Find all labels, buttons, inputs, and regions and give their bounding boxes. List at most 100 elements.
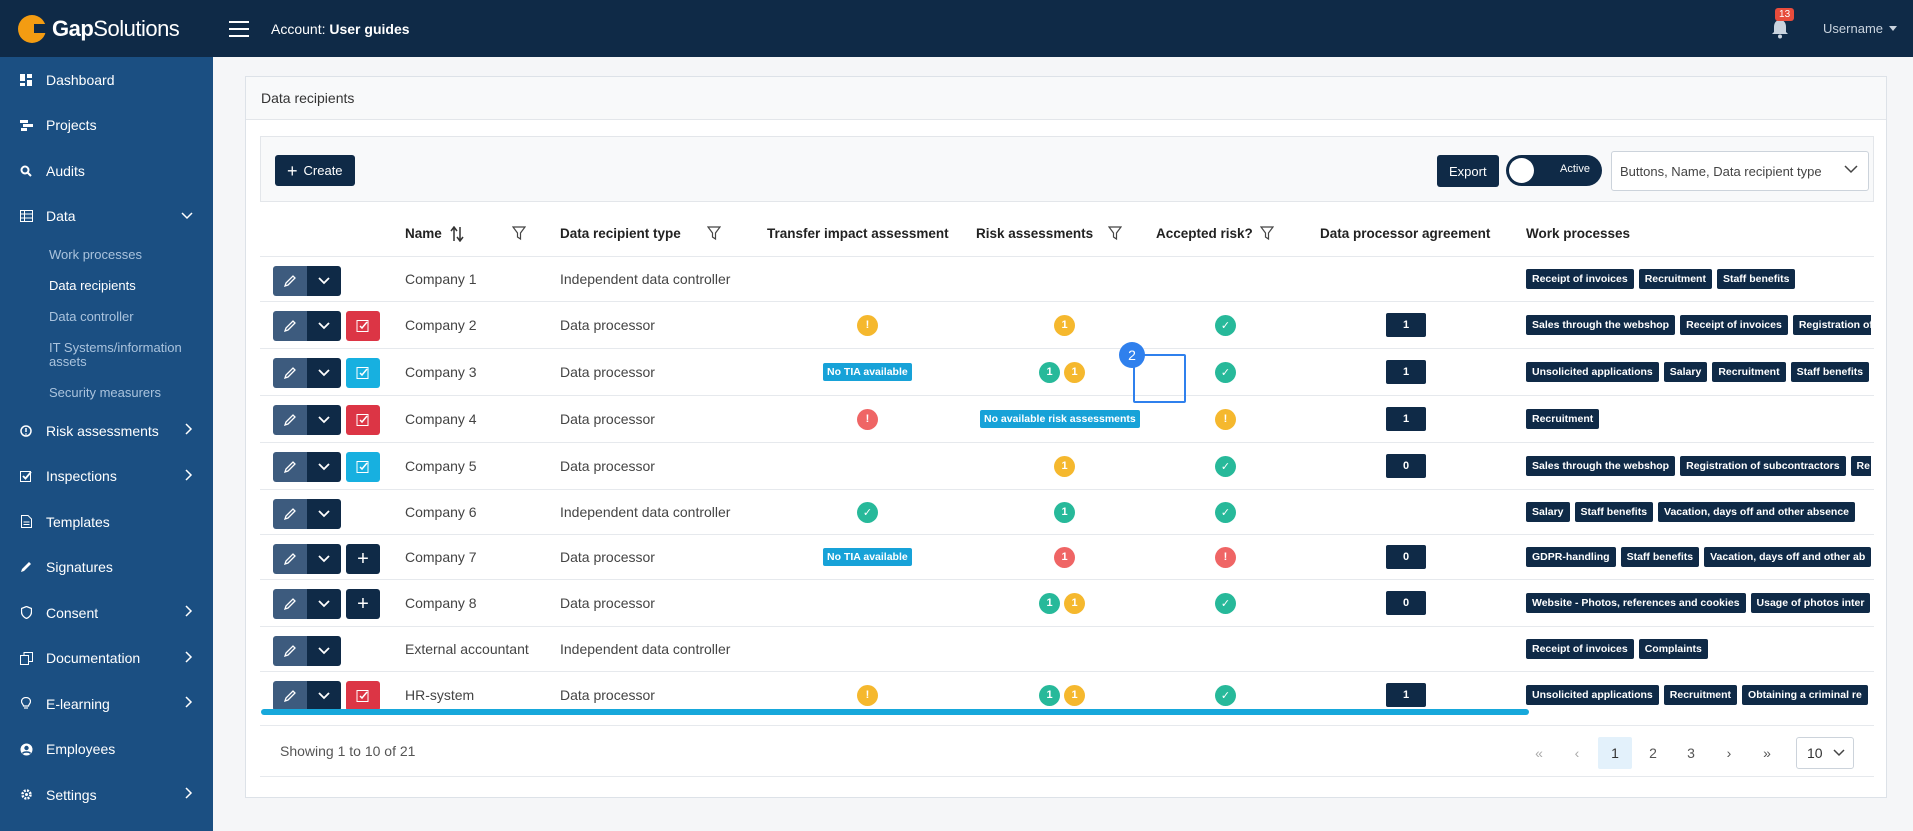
recipient-name[interactable]: Company 7 (405, 549, 477, 565)
user-menu[interactable]: Username (1823, 21, 1897, 36)
edit-button[interactable] (273, 311, 307, 341)
risk-count-badge[interactable]: 1 (1039, 361, 1060, 383)
active-toggle[interactable]: Active (1506, 155, 1602, 186)
edit-button[interactable] (273, 266, 307, 296)
column-header-tia[interactable]: Transfer impact assessment (767, 226, 949, 241)
hamburger-menu-icon[interactable] (229, 20, 249, 37)
recipient-name[interactable]: Company 4 (405, 411, 477, 427)
dpa-status-button[interactable] (346, 358, 380, 388)
recipient-name[interactable]: Company 3 (405, 364, 477, 380)
sidebar-item-templates[interactable]: Templates (0, 499, 213, 545)
dpa-count-badge[interactable]: 1 (1386, 407, 1426, 431)
risk-count-badge[interactable]: 1 (1039, 684, 1060, 706)
add-dpa-button[interactable]: + (346, 544, 380, 574)
column-header-dpa[interactable]: Data processor agreement (1320, 226, 1491, 241)
work-process-tag[interactable]: Receipt of invoices (1526, 639, 1634, 659)
create-button[interactable]: + Create (275, 155, 355, 186)
row-actions-dropdown[interactable] (307, 544, 341, 574)
logo[interactable]: GapSolutions (0, 0, 213, 57)
row-actions-dropdown[interactable] (307, 681, 341, 711)
work-process-tag[interactable]: Obtaining a criminal re (1742, 685, 1868, 705)
work-process-tag[interactable]: Receipt of invoices (1526, 269, 1634, 289)
column-header-work-processes[interactable]: Work processes (1526, 226, 1631, 241)
column-header-name[interactable]: Name (405, 211, 464, 256)
warning-icon[interactable]: ! (857, 314, 878, 336)
row-actions-dropdown[interactable] (307, 636, 341, 666)
work-process-tag[interactable]: Sales through the webshop (1526, 456, 1676, 476)
edit-button[interactable] (273, 589, 307, 619)
dpa-count-badge[interactable]: 1 (1386, 360, 1426, 384)
work-process-tag[interactable]: Usage of photos inter (1750, 593, 1871, 613)
work-process-tag[interactable]: Staff benefits (1620, 547, 1700, 567)
risk-count-badge[interactable]: 1 (1064, 684, 1085, 706)
notifications-bell-icon[interactable]: 13 (1771, 7, 1795, 39)
row-actions-dropdown[interactable] (307, 358, 341, 388)
row-actions-dropdown[interactable] (307, 499, 341, 529)
work-process-tag[interactable]: Salary (1526, 502, 1570, 522)
work-process-tag[interactable]: Re (1850, 456, 1871, 476)
sidebar-sub-work-processes[interactable]: Work processes (49, 246, 142, 262)
previous-page-button[interactable]: ‹ (1574, 745, 1580, 761)
sidebar-item-settings[interactable]: Settings (0, 772, 213, 818)
edit-button[interactable] (273, 452, 307, 482)
recipient-name[interactable]: Company 6 (405, 504, 477, 520)
risk-count-badge[interactable]: 1 (1054, 546, 1075, 568)
risk-count-badge[interactable]: 1 (1064, 361, 1085, 383)
row-actions-dropdown[interactable] (307, 266, 341, 296)
work-process-tag[interactable]: Staff benefits (1790, 362, 1870, 382)
recipient-name[interactable]: External accountant (405, 641, 529, 657)
row-actions-dropdown[interactable] (307, 311, 341, 341)
dpa-count-badge[interactable]: 0 (1386, 454, 1426, 478)
horizontal-scrollbar[interactable] (261, 709, 1529, 715)
work-process-tag[interactable]: Unsolicited applications (1526, 362, 1659, 382)
edit-button[interactable] (273, 636, 307, 666)
first-page-button[interactable]: « (1535, 745, 1543, 761)
work-process-tag[interactable]: Staff benefits (1574, 502, 1654, 522)
sidebar-sub-data-controller[interactable]: Data controller (49, 308, 134, 324)
work-process-tag[interactable]: Sales through the webshop (1526, 315, 1676, 335)
sidebar-item-consent[interactable]: Consent (0, 590, 213, 636)
work-process-tag[interactable]: Recruitment (1712, 362, 1786, 382)
check-circle-icon[interactable]: ✓ (857, 501, 878, 523)
work-process-tag[interactable]: Registration of subcontractors (1680, 456, 1846, 476)
column-header-accepted-risk[interactable]: Accepted risk? (1156, 226, 1253, 241)
dpa-status-button[interactable] (346, 405, 380, 435)
work-process-tag[interactable]: Registration of (1792, 315, 1871, 335)
work-process-tag[interactable]: Unsolicited applications (1526, 685, 1659, 705)
risk-count-badge[interactable]: 1 (1054, 314, 1075, 336)
row-actions-dropdown[interactable] (307, 405, 341, 435)
recipient-name[interactable]: Company 8 (405, 595, 477, 611)
filter-icon[interactable] (1260, 226, 1274, 241)
sidebar-item-dashboard[interactable]: Dashboard (0, 57, 213, 103)
no-tia-badge[interactable]: No TIA available (823, 363, 912, 381)
risk-count-badge[interactable]: 1 (1039, 592, 1060, 614)
no-risk-assessments-badge[interactable]: No available risk assessments (980, 410, 1140, 428)
page-3-button[interactable]: 3 (1687, 745, 1695, 761)
work-process-tag[interactable]: GDPR-handling (1526, 547, 1616, 567)
sidebar-item-signatures[interactable]: Signatures (0, 545, 213, 591)
sidebar-item-e-learning[interactable]: E-learning (0, 681, 213, 727)
sidebar-sub-it-systems[interactable]: IT Systems/information assets (49, 339, 182, 369)
dpa-status-button[interactable] (346, 311, 380, 341)
page-1-button[interactable]: 1 (1598, 737, 1632, 769)
work-process-tag[interactable]: Recruitment (1638, 269, 1712, 289)
last-page-button[interactable]: » (1763, 745, 1771, 761)
sidebar-sub-security-measurers[interactable]: Security measurers (49, 384, 161, 400)
sidebar-item-risk-assessments[interactable]: Risk assessments (0, 408, 213, 454)
recipient-name[interactable]: Company 1 (405, 271, 477, 287)
sidebar-item-data[interactable]: Data (0, 194, 213, 240)
sidebar-item-inspections[interactable]: Inspections (0, 454, 213, 500)
work-process-tag[interactable]: Staff benefits (1716, 269, 1796, 289)
filter-icon[interactable] (1108, 226, 1122, 241)
dpa-count-badge[interactable]: 1 (1386, 683, 1426, 707)
row-actions-dropdown[interactable] (307, 452, 341, 482)
dpa-status-button[interactable] (346, 452, 380, 482)
filter-icon[interactable] (512, 226, 526, 241)
sort-icon[interactable] (450, 225, 464, 242)
warning-icon[interactable]: ! (857, 408, 878, 430)
sidebar-sub-data-recipients[interactable]: Data recipients (49, 277, 136, 293)
dpa-count-badge[interactable]: 0 (1386, 591, 1426, 615)
sidebar-item-employees[interactable]: Employees (0, 727, 213, 773)
dpa-count-badge[interactable]: 1 (1386, 313, 1426, 337)
recipient-name[interactable]: HR-system (405, 687, 475, 703)
